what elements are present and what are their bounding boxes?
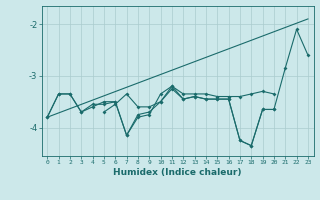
X-axis label: Humidex (Indice chaleur): Humidex (Indice chaleur) [113,168,242,177]
